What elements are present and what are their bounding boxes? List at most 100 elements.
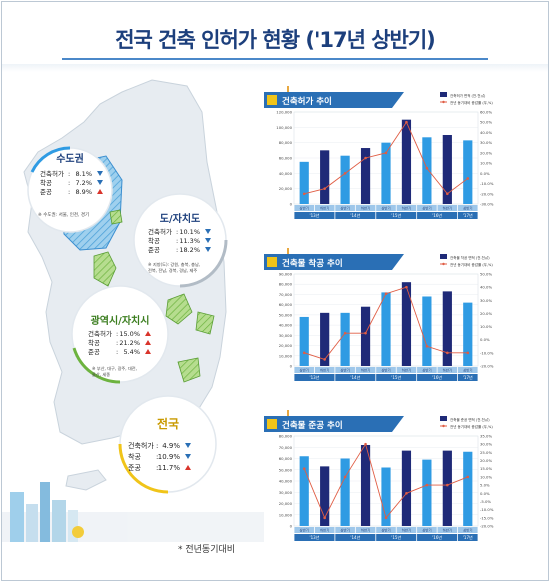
y2-tick-label: -10.0% [480,507,494,512]
category-cell [294,367,315,373]
category-label: 상반기 [300,528,309,533]
stat-label: 착공 [88,339,100,347]
category-cell [417,367,437,373]
series-point [446,351,449,355]
category-label: 상반기 [463,528,472,533]
year-cell [457,534,478,541]
series-point [466,475,470,479]
chart-title-bar [264,416,392,432]
category-cell [417,205,437,211]
metro-busan-shape [177,357,201,383]
y2-tick-label: 0.0% [480,171,490,176]
arrow-up-icon [145,349,151,354]
region-note-capital: ※ 수도권: 서울, 인천, 경기 [38,211,89,218]
stat-value: 18.2% [179,246,200,254]
bar [463,302,473,366]
y2-tick-label: 10.0% [480,324,492,329]
y-tick-label: 40,000 [279,479,293,484]
city-illustration [2,482,264,542]
chart-svg: 건축물 준공 추이 건축물 준공 면적 (천.천㎡) 전년 동기대비 증감률 (우,… [264,410,494,541]
category-label: 상반기 [463,368,472,373]
stat-value: 15.0% [119,330,140,338]
bar [401,119,412,204]
y2-tick-label: 10.0% [480,474,492,479]
stat-colon: : [68,170,70,178]
title-underline [62,58,488,60]
arrow-down-icon [97,180,103,185]
y2-tick-label: 30.0% [480,140,492,145]
series-point [323,516,326,520]
series-point [323,187,326,190]
series-point [302,192,306,196]
legend-swatch-bar [440,254,447,259]
category-cell [376,367,396,373]
arrow-up-icon [145,340,151,345]
bar [320,150,330,204]
metro-sejong-shape [109,209,123,225]
bar [299,161,309,204]
legend-bar-label: 건축물 준공 면적 (천.천㎡) [450,417,490,422]
chart-svg: 건축물 착공 추이 건축물 착공 면적 (천.천㎡) 전년 동기대비 증감률 (우,… [264,248,494,381]
year-label: '14년 [350,212,360,218]
y-tick-label: 60,000 [279,156,293,161]
y-tick-label: 80,000 [279,140,293,145]
category-cell [355,205,376,211]
bar [381,467,391,526]
region-name-national: 전국 [157,416,179,431]
series-point [384,151,388,155]
y-tick-label: 0 [290,364,293,369]
category-cell [294,527,315,533]
y2-tick-label: 60.0% [480,110,492,115]
category-label: 상반기 [381,528,390,533]
metro-daejeon-shape [93,251,117,287]
chart-title-icon [267,95,277,105]
bar [340,458,350,526]
y-tick-label: 20,000 [279,501,293,506]
category-label: 상반기 [300,368,309,373]
region-note-provinces-2: 전북, 전남, 경북, 경남, 제주 [148,267,197,274]
year-cell [417,374,458,381]
stat-value: 8.9% [75,188,92,196]
year-cell [376,212,417,219]
year-label: '13년 [310,534,320,540]
year-label: '14년 [350,534,360,540]
region-name-provinces: 도/자치도 [160,212,200,225]
category-cell [396,205,417,211]
stat-colon: : [176,228,178,236]
y-tick-label: 50,000 [279,312,293,317]
bar [340,312,350,366]
legend-swatch-marker [442,424,445,428]
year-label: '15년 [391,534,401,540]
y2-tick-label: 30.0% [480,442,492,447]
arrow-up-icon [97,189,103,194]
region-note-metro-1: ※ 부산, 대구, 광주, 대전, [92,365,137,372]
legend-line-label: 전년 동기대비 증감률 (우,%) [450,100,493,105]
arrow-down-icon [185,443,191,448]
metro-daegu-shape [165,293,193,325]
y2-tick-label: 10.0% [480,161,492,166]
legend-bar-label: 건축물 착공 면적 (천.천㎡) [450,255,490,260]
year-label: '15년 [391,374,401,380]
bar [401,282,412,366]
category-label: 상반기 [422,206,431,211]
stat-colon: : [156,453,158,461]
legend-swatch-marker [442,100,445,104]
y2-tick-label: -20.0% [480,524,494,529]
chart-title-bar-tip [392,92,404,108]
y-tick-label: 70,000 [279,292,293,297]
category-cell [335,527,355,533]
y2-tick-label: 40.0% [480,285,492,290]
y2-tick-label: -20.0% [480,364,494,369]
bar [442,291,452,366]
stat-label: 건축허가 [40,169,64,178]
category-label: 상반기 [340,206,349,211]
chart-title: 건축허가 추이 [282,96,332,107]
category-label: 하반기 [320,206,329,211]
stat-value: 4.9% [162,442,180,450]
category-label: 상반기 [463,206,472,211]
category-cell [457,205,478,211]
stat-label: 건축허가 [148,227,172,236]
year-label: '13년 [310,374,320,380]
y2-tick-label: -10.0% [480,181,494,186]
stat-label: 착공 [148,237,160,245]
